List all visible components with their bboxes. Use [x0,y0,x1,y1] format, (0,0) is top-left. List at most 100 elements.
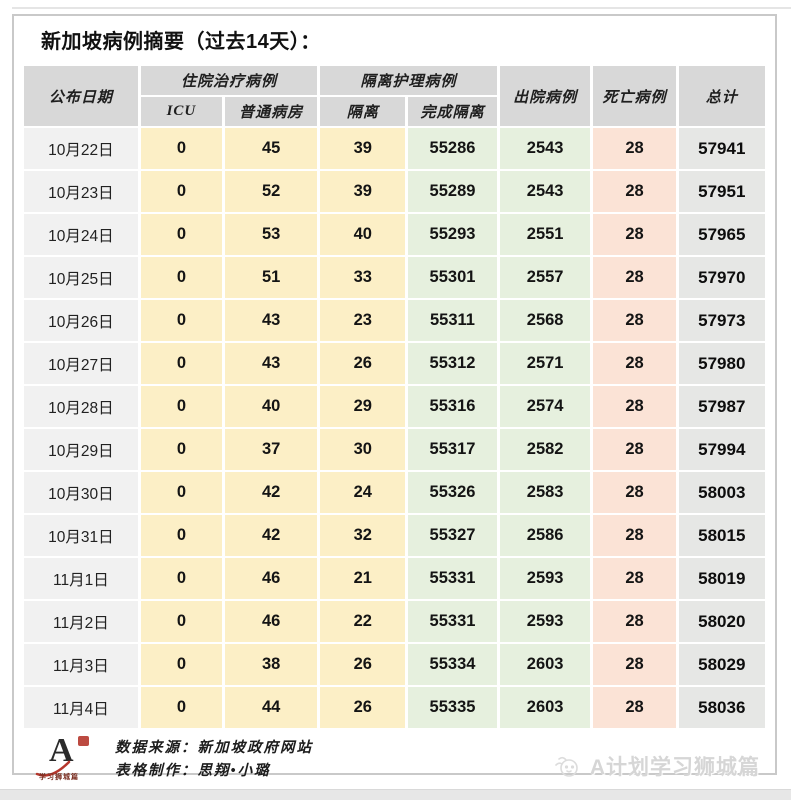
row-completed-isolation-cell: 55335 [408,687,497,728]
logo-caption: 学习狮城篇 [39,774,79,781]
row-discharged-cell: 2543 [499,128,591,169]
row-general-ward-cell: 43 [225,343,318,384]
row-discharged-cell: 2574 [499,386,591,427]
row-total-cell: 58015 [678,515,765,556]
cases-table: 公布日期 住院治疗病例 隔离护理病例 出院病例 死亡病例 总计 ICU 普通病房… [21,64,768,730]
header-isolation-group: 隔离护理病例 [320,66,497,95]
row-discharged-cell: 2583 [499,472,591,513]
row-general-ward-cell: 43 [225,300,318,341]
row-isolated-cell: 26 [320,343,406,384]
row-date-cell: 10月31日 [24,515,138,556]
logo-seal-icon [78,736,89,746]
row-general-ward-cell: 40 [225,386,318,427]
row-general-ward-cell: 53 [225,214,318,255]
row-date-cell: 11月1日 [24,558,138,599]
row-icu-cell: 0 [140,257,223,298]
header-deaths: 死亡病例 [593,66,676,126]
row-icu-cell: 0 [140,515,223,556]
table-row: 11月3日 0 38 26 55334 2603 28 58029 [24,644,765,685]
row-total-cell: 57941 [678,128,765,169]
table-row: 10月30日 0 42 24 55326 2583 28 58003 [24,472,765,513]
row-icu-cell: 0 [140,300,223,341]
table-row: 10月27日 0 43 26 55312 2571 28 57980 [24,343,765,384]
row-icu-cell: 0 [140,171,223,212]
row-date-cell: 11月4日 [24,687,138,728]
row-icu-cell: 0 [140,386,223,427]
row-completed-isolation-cell: 55331 [408,558,497,599]
header-general-ward: 普通病房 [225,97,318,126]
row-deaths-cell: 28 [593,558,676,599]
row-isolated-cell: 30 [320,429,406,470]
brand-logo: A 学习狮城篇 [35,734,101,782]
row-general-ward-cell: 45 [225,128,318,169]
row-completed-isolation-cell: 55311 [408,300,497,341]
row-deaths-cell: 28 [593,128,676,169]
header-completed-isolation: 完成隔离 [408,97,497,126]
row-total-cell: 58020 [678,601,765,642]
row-deaths-cell: 28 [593,687,676,728]
row-completed-isolation-cell: 55293 [408,214,497,255]
header-date: 公布日期 [24,66,138,126]
table-row: 10月22日 0 45 39 55286 2543 28 57941 [24,128,765,169]
row-discharged-cell: 2543 [499,171,591,212]
row-icu-cell: 0 [140,214,223,255]
row-general-ward-cell: 46 [225,558,318,599]
row-general-ward-cell: 37 [225,429,318,470]
row-isolated-cell: 24 [320,472,406,513]
header-discharged: 出院病例 [499,66,591,126]
row-total-cell: 57973 [678,300,765,341]
row-deaths-cell: 28 [593,644,676,685]
row-isolated-cell: 21 [320,558,406,599]
row-total-cell: 57994 [678,429,765,470]
watermark-text: A计划学习狮城篇 [589,756,760,779]
row-icu-cell: 0 [140,472,223,513]
row-completed-isolation-cell: 55317 [408,429,497,470]
row-total-cell: 58003 [678,472,765,513]
row-icu-cell: 0 [140,687,223,728]
watermark: A计划学习狮城篇 [553,751,760,783]
row-date-cell: 10月29日 [24,429,138,470]
table-row: 11月1日 0 46 21 55331 2593 28 58019 [24,558,765,599]
row-icu-cell: 0 [140,558,223,599]
row-discharged-cell: 2593 [499,601,591,642]
row-discharged-cell: 2571 [499,343,591,384]
table-row: 11月2日 0 46 22 55331 2593 28 58020 [24,601,765,642]
row-completed-isolation-cell: 55327 [408,515,497,556]
row-completed-isolation-cell: 55312 [408,343,497,384]
row-isolated-cell: 23 [320,300,406,341]
row-completed-isolation-cell: 55334 [408,644,497,685]
row-deaths-cell: 28 [593,429,676,470]
table-row: 10月25日 0 51 33 55301 2557 28 57970 [24,257,765,298]
row-total-cell: 57951 [678,171,765,212]
row-total-cell: 57987 [678,386,765,427]
row-total-cell: 58029 [678,644,765,685]
table-row: 10月26日 0 43 23 55311 2568 28 57973 [24,300,765,341]
bottom-divider [0,789,791,800]
header-total: 总计 [678,66,765,126]
row-general-ward-cell: 38 [225,644,318,685]
row-general-ward-cell: 44 [225,687,318,728]
footer: A 学习狮城篇 数据来源：新加坡政府网站 表格制作：思翔•小璐 [35,734,760,783]
row-general-ward-cell: 51 [225,257,318,298]
row-completed-isolation-cell: 55326 [408,472,497,513]
row-icu-cell: 0 [140,128,223,169]
row-icu-cell: 0 [140,644,223,685]
top-divider [12,7,791,9]
row-date-cell: 10月24日 [24,214,138,255]
row-completed-isolation-cell: 55316 [408,386,497,427]
row-discharged-cell: 2582 [499,429,591,470]
row-discharged-cell: 2586 [499,515,591,556]
row-isolated-cell: 33 [320,257,406,298]
summary-card: 新加坡病例摘要（过去14天）： 公布日期 住院治疗病例 隔离护理病例 出院病例 … [12,14,777,781]
row-date-cell: 11月2日 [24,601,138,642]
page-title: 新加坡病例摘要（过去14天）： [41,31,321,53]
row-general-ward-cell: 42 [225,472,318,513]
row-total-cell: 57980 [678,343,765,384]
row-deaths-cell: 28 [593,300,676,341]
row-deaths-cell: 28 [593,171,676,212]
row-isolated-cell: 26 [320,644,406,685]
table-row: 11月4日 0 44 26 55335 2603 28 58036 [24,687,765,728]
row-deaths-cell: 28 [593,257,676,298]
row-icu-cell: 0 [140,343,223,384]
row-icu-cell: 0 [140,601,223,642]
